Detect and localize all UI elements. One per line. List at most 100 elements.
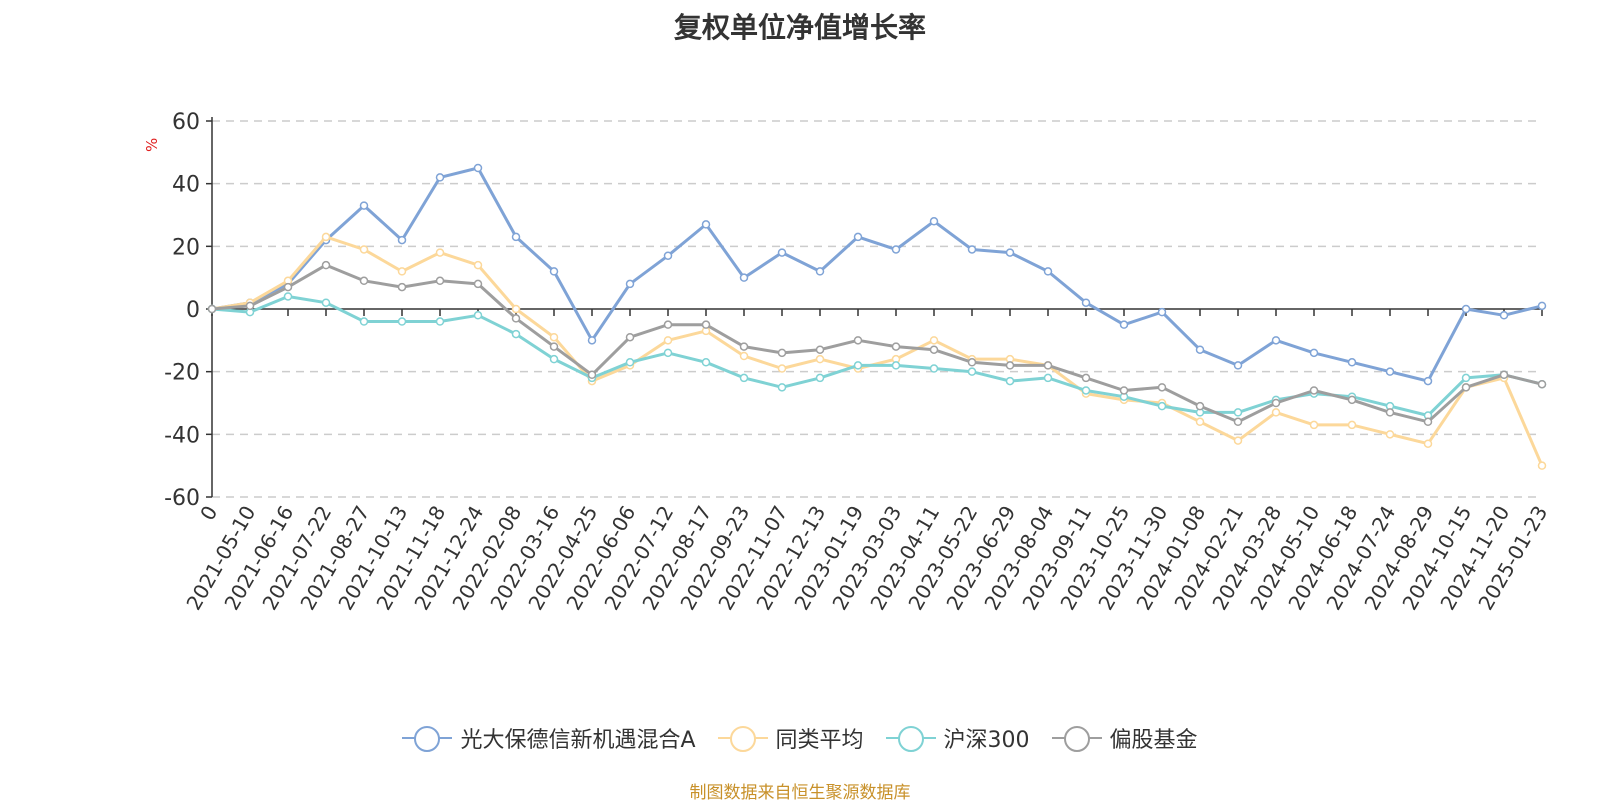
data-point <box>473 260 483 270</box>
data-point <box>1043 373 1053 383</box>
data-point <box>1461 373 1471 383</box>
data-point <box>815 373 825 383</box>
data-point <box>397 235 407 245</box>
x-tick-label: 0 <box>195 502 222 525</box>
data-point <box>777 348 787 358</box>
data-point <box>1271 336 1281 345</box>
data-point <box>663 251 673 260</box>
legend: 光大保德信新机遇混合A 同类平均 沪深300 偏股基金 <box>0 722 1600 754</box>
data-point <box>891 245 901 254</box>
data-point <box>967 245 977 254</box>
data-point <box>397 267 407 276</box>
series-layer <box>207 163 1547 470</box>
data-point <box>511 314 521 323</box>
data-point <box>1385 430 1395 439</box>
legend-item-series-0[interactable]: 光大保德信新机遇混合A <box>402 722 696 754</box>
data-point <box>663 348 673 358</box>
data-point <box>1157 383 1167 392</box>
data-point <box>397 282 407 292</box>
legend-item-series-3[interactable]: 偏股基金 <box>1051 722 1198 754</box>
data-point <box>1119 386 1129 395</box>
data-point <box>625 358 635 367</box>
data-point <box>1461 383 1471 392</box>
data-point <box>207 304 217 314</box>
data-point <box>891 361 901 370</box>
data-point <box>967 358 977 367</box>
data-point <box>1423 376 1433 386</box>
data-point <box>853 336 863 345</box>
data-point <box>929 364 939 373</box>
data-point <box>321 232 331 242</box>
data-point <box>625 332 635 342</box>
chart-title: 复权单位净值增长率 <box>673 11 926 44</box>
data-point <box>815 345 825 354</box>
data-point <box>739 342 749 351</box>
data-point <box>929 345 939 354</box>
data-point <box>1309 348 1319 358</box>
y-tick-label: 0 <box>186 298 200 323</box>
legend-swatch-icon <box>1051 724 1102 752</box>
data-point <box>815 267 825 276</box>
data-point <box>435 317 445 326</box>
series-0 <box>207 163 1547 386</box>
data-point <box>473 311 483 320</box>
data-point <box>549 332 559 342</box>
data-point <box>1043 267 1053 276</box>
legend-label: 同类平均 <box>775 728 864 753</box>
legend-label: 沪深300 <box>943 728 1030 753</box>
data-point <box>397 317 407 326</box>
y-tick-label: 20 <box>172 235 200 260</box>
data-point <box>739 351 749 361</box>
data-point <box>929 336 939 345</box>
data-point <box>359 245 369 254</box>
series-line <box>211 295 1543 417</box>
series-3 <box>207 260 1547 427</box>
data-point <box>473 279 483 289</box>
data-point <box>549 267 559 276</box>
data-point <box>321 260 331 270</box>
data-point <box>1423 417 1433 427</box>
data-point <box>739 373 749 383</box>
data-point <box>1461 304 1471 314</box>
data-point <box>1081 373 1091 383</box>
data-point <box>701 358 711 367</box>
data-point <box>1347 395 1357 405</box>
data-point <box>283 292 293 301</box>
legend-item-series-2[interactable]: 沪深300 <box>885 722 1030 754</box>
series-line <box>211 235 1544 467</box>
data-point <box>1347 420 1357 430</box>
data-point <box>1081 298 1091 307</box>
data-point <box>511 232 521 242</box>
data-point <box>1537 301 1547 311</box>
legend-swatch-icon <box>717 724 768 752</box>
data-point <box>1385 367 1395 376</box>
data-point <box>1271 398 1281 408</box>
data-point <box>359 276 369 286</box>
y-tick-label: 40 <box>172 173 200 198</box>
data-point <box>549 354 559 364</box>
data-point <box>1271 408 1281 417</box>
data-point <box>435 248 445 257</box>
data-point <box>511 304 521 314</box>
data-point <box>1233 361 1243 370</box>
data-point <box>853 232 863 242</box>
data-point <box>929 217 939 226</box>
data-point <box>1005 361 1015 370</box>
data-point <box>1081 386 1091 395</box>
legend-item-series-1[interactable]: 同类平均 <box>717 722 864 754</box>
y-tick-label: 60 <box>172 110 200 135</box>
data-point <box>1499 311 1509 320</box>
series-line <box>211 263 1543 424</box>
source-note: 制图数据来自恒生聚源数据库 <box>689 783 911 803</box>
data-point <box>1347 358 1357 367</box>
data-point <box>1005 248 1015 257</box>
data-point <box>1423 439 1433 448</box>
data-point <box>1385 408 1395 417</box>
data-point <box>1195 417 1205 427</box>
data-point <box>1195 401 1205 411</box>
data-point <box>1005 376 1015 386</box>
data-point <box>435 276 445 286</box>
data-point <box>587 336 597 345</box>
data-point <box>663 320 673 329</box>
